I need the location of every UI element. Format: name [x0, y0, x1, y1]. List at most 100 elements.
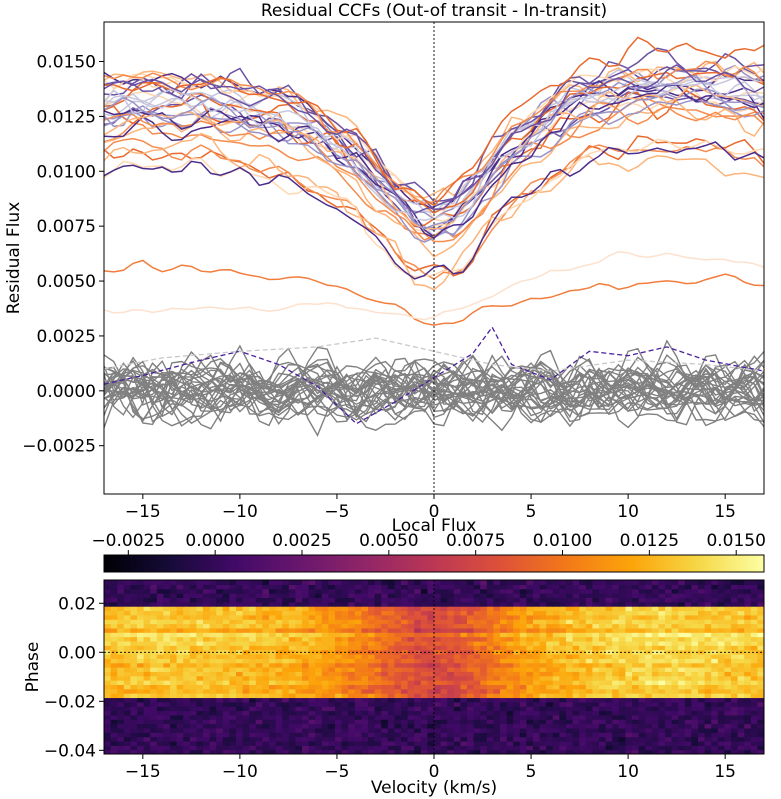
- heatmap-cell: [328, 619, 336, 625]
- heatmap-cell: [407, 623, 415, 629]
- heatmap-cell: [434, 627, 442, 633]
- heatmap-cell: [321, 671, 329, 677]
- heatmap-cell: [645, 658, 653, 664]
- heatmap-cell: [704, 727, 712, 733]
- heatmap-cell: [533, 706, 541, 712]
- heatmap-cell: [130, 723, 138, 729]
- heatmap-cell: [533, 697, 541, 703]
- heatmap-cell: [625, 658, 633, 664]
- heatmap-cell: [559, 606, 567, 612]
- heatmap-cell: [104, 732, 112, 738]
- heatmap-cell: [645, 645, 653, 651]
- heatmap-cell: [295, 619, 303, 625]
- heatmap-cell: [447, 645, 455, 651]
- heatmap-cell: [427, 623, 435, 629]
- heatmap-cell: [104, 719, 112, 725]
- heatmap-cell: [658, 662, 666, 668]
- heatmap-cell: [724, 680, 732, 685]
- heatmap-cell: [368, 675, 376, 681]
- heatmap-cell: [625, 593, 633, 598]
- heatmap-cell: [156, 684, 164, 690]
- heatmap-cell: [519, 614, 527, 620]
- heatmap-cell: [658, 658, 666, 664]
- heatmap-cell: [625, 636, 633, 642]
- top-y-tick-label: −0.0025: [22, 437, 96, 457]
- heatmap-cell: [427, 697, 435, 703]
- heatmap-cell: [717, 697, 725, 703]
- heatmap-cell: [387, 710, 395, 716]
- heatmap-cell: [473, 727, 481, 733]
- heatmap-cell: [427, 606, 435, 612]
- heatmap-cell: [420, 710, 428, 716]
- heatmap-cell: [744, 680, 752, 685]
- heatmap-cell: [506, 614, 514, 620]
- heatmap-cell: [566, 680, 574, 685]
- heatmap-cell: [414, 745, 422, 751]
- heatmap-cell: [599, 727, 607, 733]
- heatmap-cell: [427, 593, 435, 598]
- heatmap-cell: [302, 749, 310, 754]
- heatmap-cell: [447, 640, 455, 646]
- heatmap-cell: [117, 619, 125, 625]
- heatmap-cell: [618, 619, 626, 625]
- heatmap-cell: [572, 627, 580, 633]
- heatmap-cell: [282, 588, 290, 594]
- heatmap-cell: [137, 688, 145, 694]
- heatmap-cell: [308, 667, 316, 672]
- heatmap-cell: [744, 658, 752, 664]
- heatmap-cell: [242, 640, 250, 646]
- heatmap-cell: [302, 701, 310, 707]
- heatmap-cell: [209, 636, 217, 642]
- heatmap-cell: [321, 584, 329, 590]
- heatmap-cell: [744, 619, 752, 625]
- heatmap-cell: [407, 749, 415, 754]
- heatmap-cell: [387, 614, 395, 620]
- heatmap-cell: [315, 688, 323, 694]
- heatmap-cell: [632, 593, 640, 598]
- heatmap-cell: [579, 688, 587, 694]
- heatmap-cell: [229, 684, 237, 690]
- heatmap-cell: [123, 723, 131, 729]
- heatmap-cell: [156, 597, 164, 603]
- heatmap-cell: [328, 706, 336, 712]
- heatmap-cell: [150, 636, 158, 642]
- heatmap-cell: [434, 601, 442, 607]
- heatmap-cell: [599, 632, 607, 638]
- heatmap-cell: [209, 593, 217, 598]
- heatmap-cell: [315, 697, 323, 703]
- heatmap-cell: [110, 667, 118, 672]
- heatmap-cell: [632, 649, 640, 655]
- heatmap-cell: [401, 610, 409, 616]
- heatmap-cell: [651, 697, 659, 703]
- heatmap-cell: [110, 658, 118, 664]
- heatmap-cell: [183, 610, 191, 616]
- heatmap-cell: [315, 636, 323, 642]
- heatmap-cell: [684, 706, 692, 712]
- heatmap-cell: [222, 719, 230, 725]
- heatmap-cell: [460, 627, 468, 633]
- heatmap-cell: [110, 640, 118, 646]
- heatmap-cell: [750, 584, 758, 590]
- heatmap-cell: [717, 745, 725, 751]
- heatmap-cell: [196, 710, 204, 716]
- heatmap-cell: [295, 601, 303, 607]
- heatmap-cell: [196, 723, 204, 729]
- heatmap-cell: [605, 667, 613, 672]
- heatmap-cell: [335, 610, 343, 616]
- heatmap-cell: [612, 619, 620, 625]
- heatmap-cell: [526, 667, 534, 672]
- heatmap-cell: [500, 723, 508, 729]
- heatmap-cell: [453, 723, 461, 729]
- heatmap-cell: [262, 732, 270, 738]
- heatmap-cell: [684, 606, 692, 612]
- heatmap-cell: [183, 597, 191, 603]
- heatmap-cell: [552, 658, 560, 664]
- top-x-tick-label: −5: [324, 502, 349, 522]
- heatmap-cell: [137, 740, 145, 746]
- heatmap-cell: [658, 619, 666, 625]
- heatmap-cell: [341, 706, 349, 712]
- heatmap-cell: [711, 697, 719, 703]
- heatmap-cell: [394, 675, 402, 681]
- heatmap-cell: [275, 584, 283, 590]
- heatmap-cell: [156, 601, 164, 607]
